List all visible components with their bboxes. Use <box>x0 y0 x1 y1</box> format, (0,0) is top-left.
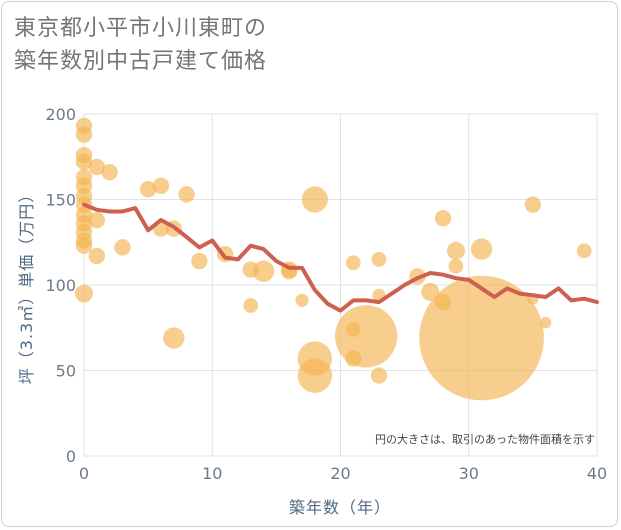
bubble <box>75 153 93 171</box>
y-tick-label: 50 <box>56 362 76 381</box>
bubble <box>88 158 106 176</box>
bubble <box>334 305 398 368</box>
bubble-series <box>74 117 592 401</box>
bubble <box>139 181 157 198</box>
bubble-size-note: 円の大きさは、取引のあった物件面積を示す <box>375 432 595 446</box>
x-axis-ticks: 0 10 20 30 40 <box>79 464 607 483</box>
y-axis-title: 坪（3.3㎡）単価（万円） <box>17 186 36 384</box>
bubble <box>448 258 464 274</box>
bubble <box>74 284 94 303</box>
x-tick-label: 20 <box>330 464 350 483</box>
chart-title: 東京都小平市小川東町の 築年数別中古戸建て価格 <box>14 12 267 78</box>
bubble <box>243 298 259 313</box>
bubble <box>421 282 440 301</box>
title-line-1: 東京都小平市小川東町の <box>14 16 268 41</box>
y-tick-label: 0 <box>66 447 76 466</box>
bubble <box>301 186 328 213</box>
y-tick-label: 100 <box>45 276 76 295</box>
y-tick-label: 200 <box>45 105 76 124</box>
bubble <box>446 241 465 260</box>
average-line-group <box>82 202 599 313</box>
bubble <box>371 251 387 267</box>
bubble <box>191 252 208 270</box>
x-tick-label: 0 <box>79 464 89 483</box>
bubble <box>539 316 552 329</box>
bubble <box>470 238 493 260</box>
bubble <box>295 293 309 307</box>
bubble <box>419 275 544 401</box>
bubble <box>576 243 592 259</box>
bubble <box>101 163 118 181</box>
bubble <box>88 247 106 265</box>
bubble <box>178 186 195 203</box>
y-axis-ticks: 0 50 100 150 200 <box>45 105 76 466</box>
bubble <box>75 126 93 143</box>
bubble <box>345 255 361 271</box>
title-line-2: 築年数別中古戸建て価格 <box>14 49 268 74</box>
x-tick-label: 40 <box>587 464 607 483</box>
bubble <box>370 367 388 384</box>
bubble <box>75 237 93 254</box>
bubble <box>252 260 275 282</box>
x-tick-label: 30 <box>459 464 479 483</box>
bubble <box>163 327 185 349</box>
average-line <box>82 202 599 313</box>
bubble <box>297 358 333 393</box>
x-axis-title: 築年数（年） <box>289 498 391 517</box>
y-tick-label: 150 <box>45 191 76 210</box>
bubble <box>114 239 131 256</box>
bubble <box>152 177 170 195</box>
bubble <box>434 210 452 227</box>
bubble <box>88 211 106 229</box>
x-tick-label: 10 <box>202 464 222 483</box>
bubble <box>524 196 542 213</box>
